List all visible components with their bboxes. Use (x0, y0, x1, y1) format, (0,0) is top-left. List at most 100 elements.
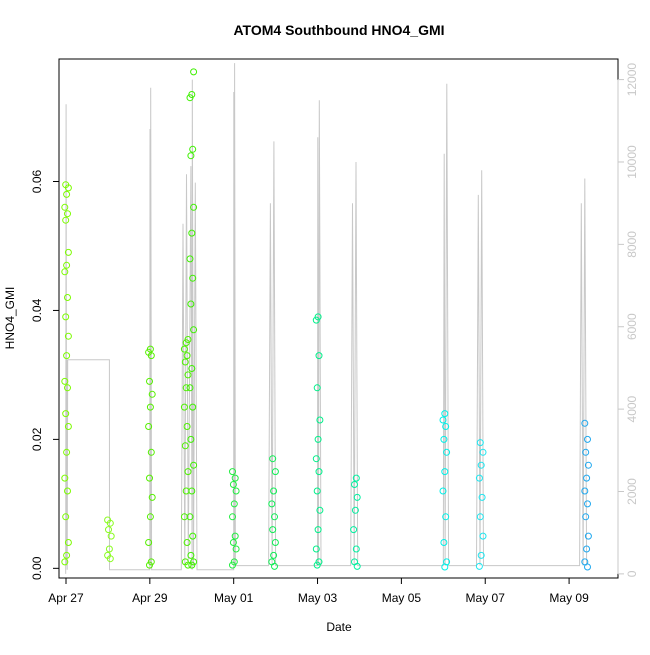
data-point (188, 487, 196, 495)
data-point (581, 558, 589, 566)
data-point (315, 558, 323, 566)
data-point (475, 474, 483, 482)
data-point (187, 300, 195, 308)
data-point (269, 526, 277, 534)
series-group (475, 439, 487, 570)
data-point (477, 551, 485, 559)
data-point (187, 551, 195, 559)
data-point (352, 545, 360, 553)
data-point (189, 403, 197, 411)
data-point (147, 448, 155, 456)
data-point (62, 513, 70, 521)
data-point (146, 513, 154, 521)
data-points (61, 68, 592, 571)
data-point (64, 332, 72, 340)
x-tick-label: May 03 (298, 591, 338, 605)
series-group (186, 68, 198, 569)
altitude-series (65, 63, 588, 574)
data-point (270, 551, 278, 559)
data-point (190, 558, 198, 566)
data-point (187, 435, 195, 443)
secondary-y-axis: 0 2000 4000 6000 8000 10000 12000 (617, 63, 639, 577)
series-group (145, 345, 156, 569)
data-point (64, 294, 71, 301)
data-point (230, 558, 238, 566)
series-group (268, 455, 279, 570)
data-point (478, 493, 486, 501)
x-tick-label: May 09 (549, 591, 589, 605)
data-point (64, 210, 71, 218)
data-point (148, 390, 156, 398)
data-point (583, 545, 591, 553)
data-point (230, 500, 238, 508)
data-point (270, 487, 278, 495)
data-point (475, 562, 483, 570)
y-tick-label: 0.00 (30, 556, 44, 580)
data-point (479, 532, 487, 540)
data-point (184, 336, 192, 343)
data-point (64, 539, 72, 546)
data-point (64, 487, 71, 495)
data-point (145, 423, 153, 430)
data-point (190, 326, 198, 334)
data-point (187, 152, 195, 160)
x-tick-label: Apr 27 (48, 591, 84, 605)
series-group (61, 181, 72, 566)
data-point (64, 384, 71, 392)
data-point (314, 526, 322, 534)
data-point (584, 461, 592, 469)
x-tick-label: May 07 (466, 591, 506, 605)
x-tick-label: May 01 (214, 591, 254, 605)
data-point (62, 181, 70, 189)
data-point (351, 558, 358, 566)
data-point (147, 558, 155, 566)
data-point (442, 423, 450, 430)
series-group (312, 313, 324, 569)
data-point (314, 313, 322, 321)
data-point (188, 91, 196, 98)
data-point (190, 68, 198, 76)
data-point (479, 448, 487, 456)
chart-title: ATOM4 Southbound HNO4_GMI (233, 22, 444, 38)
series-group (180, 336, 192, 569)
data-point (189, 274, 197, 282)
series-group (350, 474, 361, 570)
data-point (186, 255, 194, 263)
data-point (190, 203, 198, 211)
y-axis-label: HNO4_GMI (3, 287, 17, 350)
y-tick-label: 0.06 (30, 169, 44, 193)
data-point (182, 384, 190, 392)
data-point (443, 448, 451, 456)
data-point (146, 345, 154, 353)
y2-tick-label: 4000 (625, 395, 639, 422)
data-point (313, 487, 321, 495)
data-point (441, 468, 449, 476)
data-point (584, 532, 592, 540)
data-point (146, 403, 154, 411)
data-point (231, 532, 239, 540)
data-point (104, 551, 112, 559)
data-point (188, 365, 196, 372)
x-tick-label: May 05 (382, 591, 422, 605)
data-point (353, 493, 361, 501)
data-point (271, 468, 279, 476)
data-point (350, 526, 358, 534)
data-point (183, 539, 191, 546)
data-point (183, 352, 191, 360)
data-point (229, 481, 237, 488)
y-tick-label: 0.04 (30, 298, 44, 322)
data-point (584, 500, 591, 508)
data-point (107, 532, 115, 540)
data-point (63, 261, 71, 269)
data-point (313, 384, 321, 392)
data-point (180, 403, 188, 411)
data-point (229, 513, 236, 521)
data-point (315, 468, 323, 476)
data-point (312, 455, 320, 463)
data-point (145, 539, 153, 546)
data-point (476, 439, 484, 447)
y2-tick-label: 12000 (625, 63, 639, 97)
data-point (476, 513, 484, 521)
data-point (61, 203, 69, 211)
